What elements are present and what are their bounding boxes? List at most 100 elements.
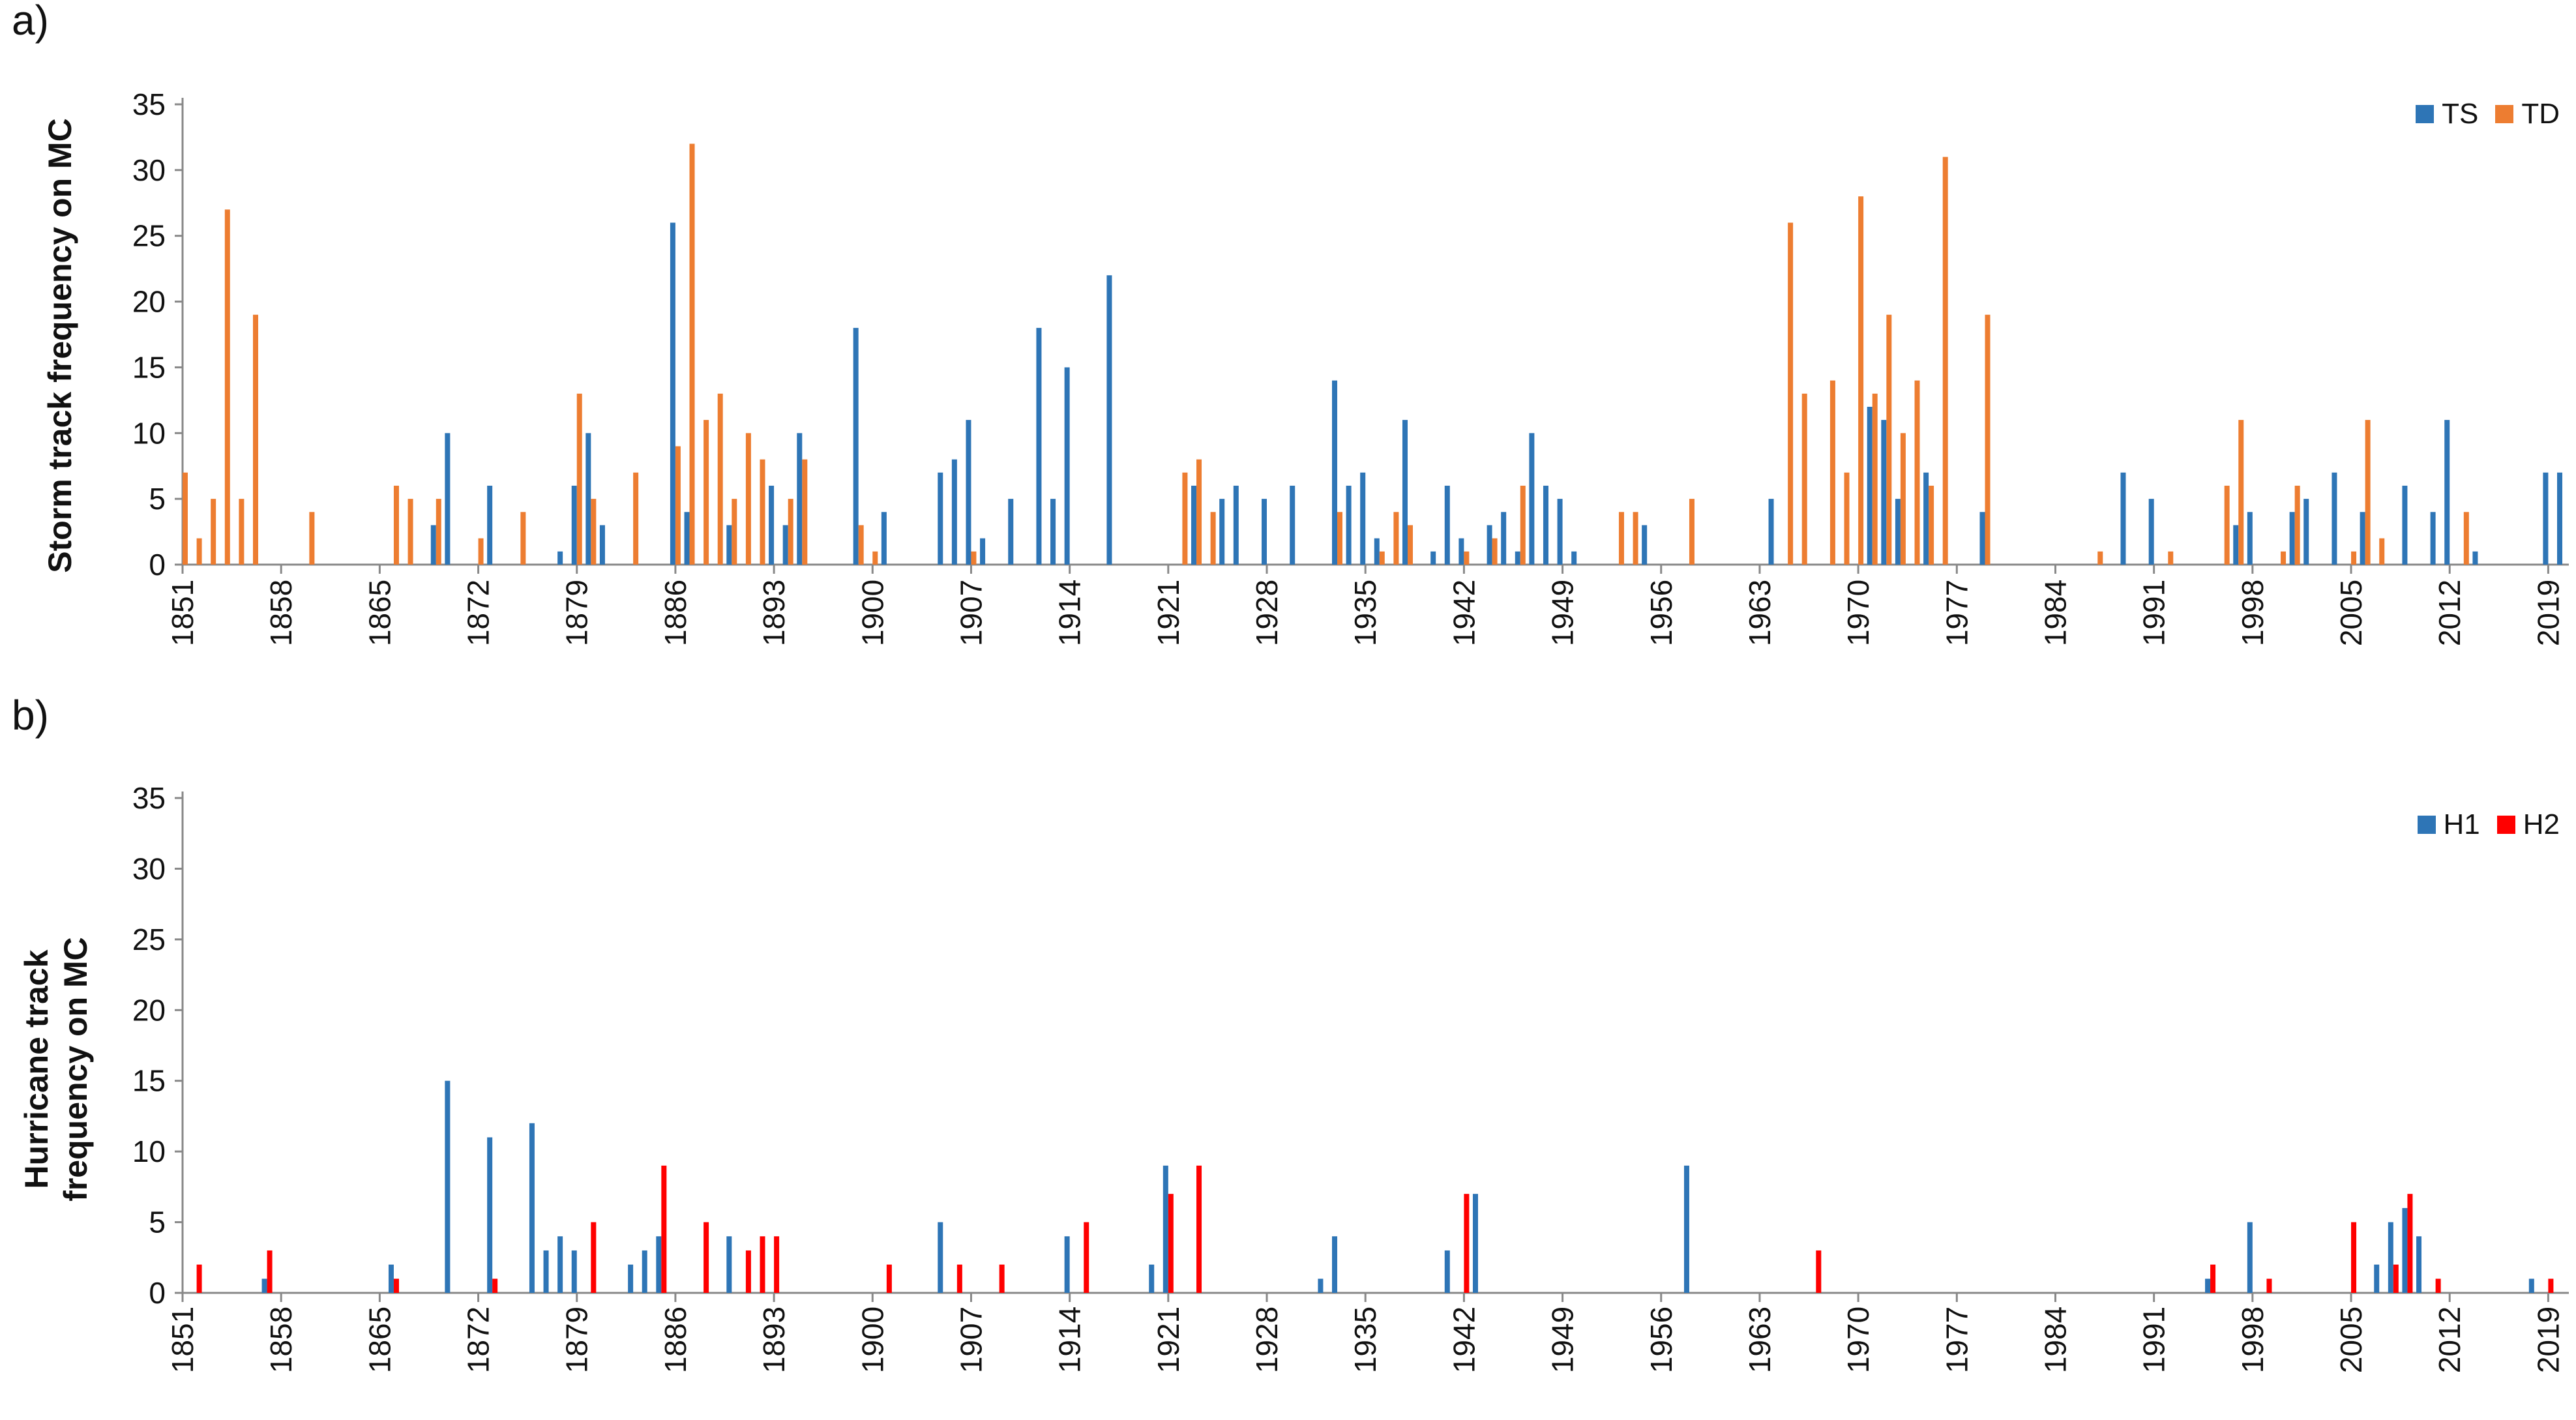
panel-a-bar-td — [1407, 525, 1413, 565]
panel-a-bar-ts — [2233, 525, 2239, 565]
panel-b-y-tick-label: 15 — [132, 1064, 166, 1098]
panel-a-bar-td — [1914, 380, 1920, 565]
panel-a-bar-td — [689, 143, 695, 565]
panel-a-bar-ts — [1233, 485, 1239, 565]
panel-b-x-tick-label: 1949 — [1546, 1307, 1580, 1373]
panel-a-bar-ts — [2444, 420, 2450, 565]
panel-a-x-tick-label: 1984 — [2038, 580, 2072, 646]
panel-a-bar-td — [1801, 393, 1807, 565]
panel-b-bar-h1 — [2388, 1222, 2393, 1293]
panel-a-bar-ts — [726, 525, 732, 565]
panel-a-x-tick-label: 1921 — [1151, 580, 1185, 646]
legend-swatch-h2 — [2496, 816, 2515, 834]
panel-a-bar-ts — [1219, 499, 1225, 565]
panel-a-bar-td — [252, 314, 258, 565]
panel-a-bar-td — [1210, 512, 1216, 565]
panel-b-x-tick-label: 1872 — [462, 1307, 496, 1373]
panel-a-bar-td — [2379, 538, 2385, 565]
panel-b-x-tick-label: 1900 — [855, 1307, 889, 1373]
panel-a-bar-ts — [684, 512, 690, 565]
panel-b-x-tick-label: 1970 — [1841, 1307, 1875, 1373]
panel-a-bar-td — [2281, 551, 2287, 565]
legend-swatch-ts — [2416, 105, 2435, 123]
panel-a-bar-ts — [797, 433, 803, 565]
panel-a-bar-ts — [853, 327, 859, 565]
panel-b-letter: b) — [12, 692, 49, 739]
panel-a-x-tick-label: 1914 — [1053, 580, 1087, 646]
panel-b-x-tick-label: 1921 — [1151, 1307, 1185, 1373]
panel-b-bar-h2 — [1084, 1222, 1089, 1293]
panel-a-bar-ts — [1008, 499, 1014, 565]
panel-a-letter: a) — [12, 0, 49, 44]
panel-b-bar-h2 — [760, 1236, 765, 1293]
panel-b-x-tick-label: 1851 — [166, 1307, 200, 1373]
panel-a-bar-ts — [557, 551, 563, 565]
panel-a-bar-ts — [1571, 551, 1577, 565]
legend-label-ts: TS — [2442, 98, 2479, 130]
panel-a-bar-td — [2463, 512, 2469, 565]
panel-b-bar-h2 — [999, 1264, 1005, 1293]
panel-b-bar-h2 — [196, 1264, 202, 1293]
panel-b-bar-h1 — [2528, 1279, 2534, 1293]
panel-b-x-tick-label: 2012 — [2433, 1307, 2466, 1373]
panel-a-bar-ts — [1458, 538, 1464, 565]
panel-a-bar-ts — [2543, 472, 2549, 565]
panel-b-y-tick-label: 20 — [132, 993, 166, 1027]
panel-a-x-tick-label: 1872 — [462, 580, 496, 646]
panel-a-bar-td — [1886, 314, 1892, 565]
panel-a-legend: TS TD — [2399, 98, 2560, 130]
panel-b-x-tick-label: 1865 — [363, 1307, 396, 1373]
panel-a-x-tick-label: 2019 — [2531, 580, 2565, 646]
panel-b-bar-h1 — [938, 1222, 943, 1293]
panel-a-x-tick-label: 1949 — [1546, 580, 1580, 646]
panel-a-bar-ts — [1374, 538, 1380, 565]
panel-b-bar-h1 — [445, 1080, 451, 1293]
panel-b-bar-h1 — [1444, 1250, 1450, 1293]
panel-b-bar-h1 — [557, 1236, 563, 1293]
panel-a-bar-ts — [670, 222, 675, 565]
panel-a-x-tick-label: 1907 — [954, 580, 988, 646]
panel-b-bar-h1 — [487, 1137, 493, 1293]
legend-label-h2: H2 — [2523, 808, 2560, 840]
panel-b-bar-h2 — [591, 1222, 597, 1293]
panel-a-bar-ts — [1346, 485, 1352, 565]
panel-a-bar-ts — [1332, 380, 1338, 565]
panel-a-bar-td — [478, 538, 484, 565]
panel-a-bar-td — [1182, 472, 1188, 565]
panel-a-bar-ts — [1487, 525, 1492, 565]
panel-b-y-tick-label: 35 — [132, 781, 166, 815]
panel-b-x-tick-label: 1914 — [1053, 1307, 1087, 1373]
panel-b-bar-h1 — [529, 1123, 535, 1293]
panel-b-bar-h2 — [393, 1279, 399, 1293]
panel-b-x-tick-label: 1893 — [757, 1307, 791, 1373]
panel-a-y-tick-label: 20 — [132, 285, 166, 319]
panel-b-bar-h2 — [1816, 1250, 1822, 1293]
panel-b-x-tick-label: 1907 — [954, 1307, 988, 1373]
panel-a-bar-td — [407, 499, 413, 565]
panel-b-bar-h1 — [1162, 1165, 1168, 1293]
panel-b-bar-h2 — [2548, 1279, 2554, 1293]
panel-b-bar-h1 — [1472, 1194, 1478, 1293]
panel-a-bar-td — [1929, 485, 1934, 565]
panel-a-bar-ts — [1290, 485, 1295, 565]
panel-a-bar-td — [858, 525, 864, 565]
legend-swatch-h1 — [2417, 816, 2436, 834]
panel-a-x-tick-label: 1879 — [560, 580, 594, 646]
panel-a-bar-ts — [782, 525, 788, 565]
panel-a-bar-td — [1844, 472, 1850, 565]
panel-a-bar-td — [183, 472, 188, 565]
panel-b-bar-h2 — [1464, 1194, 1470, 1293]
panel-a-bar-ts — [1515, 551, 1520, 565]
panel-b-legend: H1 H2 — [2401, 808, 2560, 841]
panel-a-bar-ts — [966, 420, 971, 565]
panel-a-bar-ts — [2360, 512, 2365, 565]
panel-a-bar-ts — [1064, 367, 1070, 565]
panel-a-bar-td — [1985, 314, 1991, 565]
panel-b-bar-h1 — [1332, 1236, 1338, 1293]
panel-a-x-tick-label: 1942 — [1447, 580, 1481, 646]
panel-a-bar-td — [802, 459, 808, 565]
panel-a-y-tick-label: 0 — [149, 548, 166, 582]
panel-a-x-tick-label: 1865 — [363, 580, 396, 646]
panel-b-bar-h2 — [267, 1250, 273, 1293]
panel-a-y-tick-label: 15 — [132, 350, 166, 384]
